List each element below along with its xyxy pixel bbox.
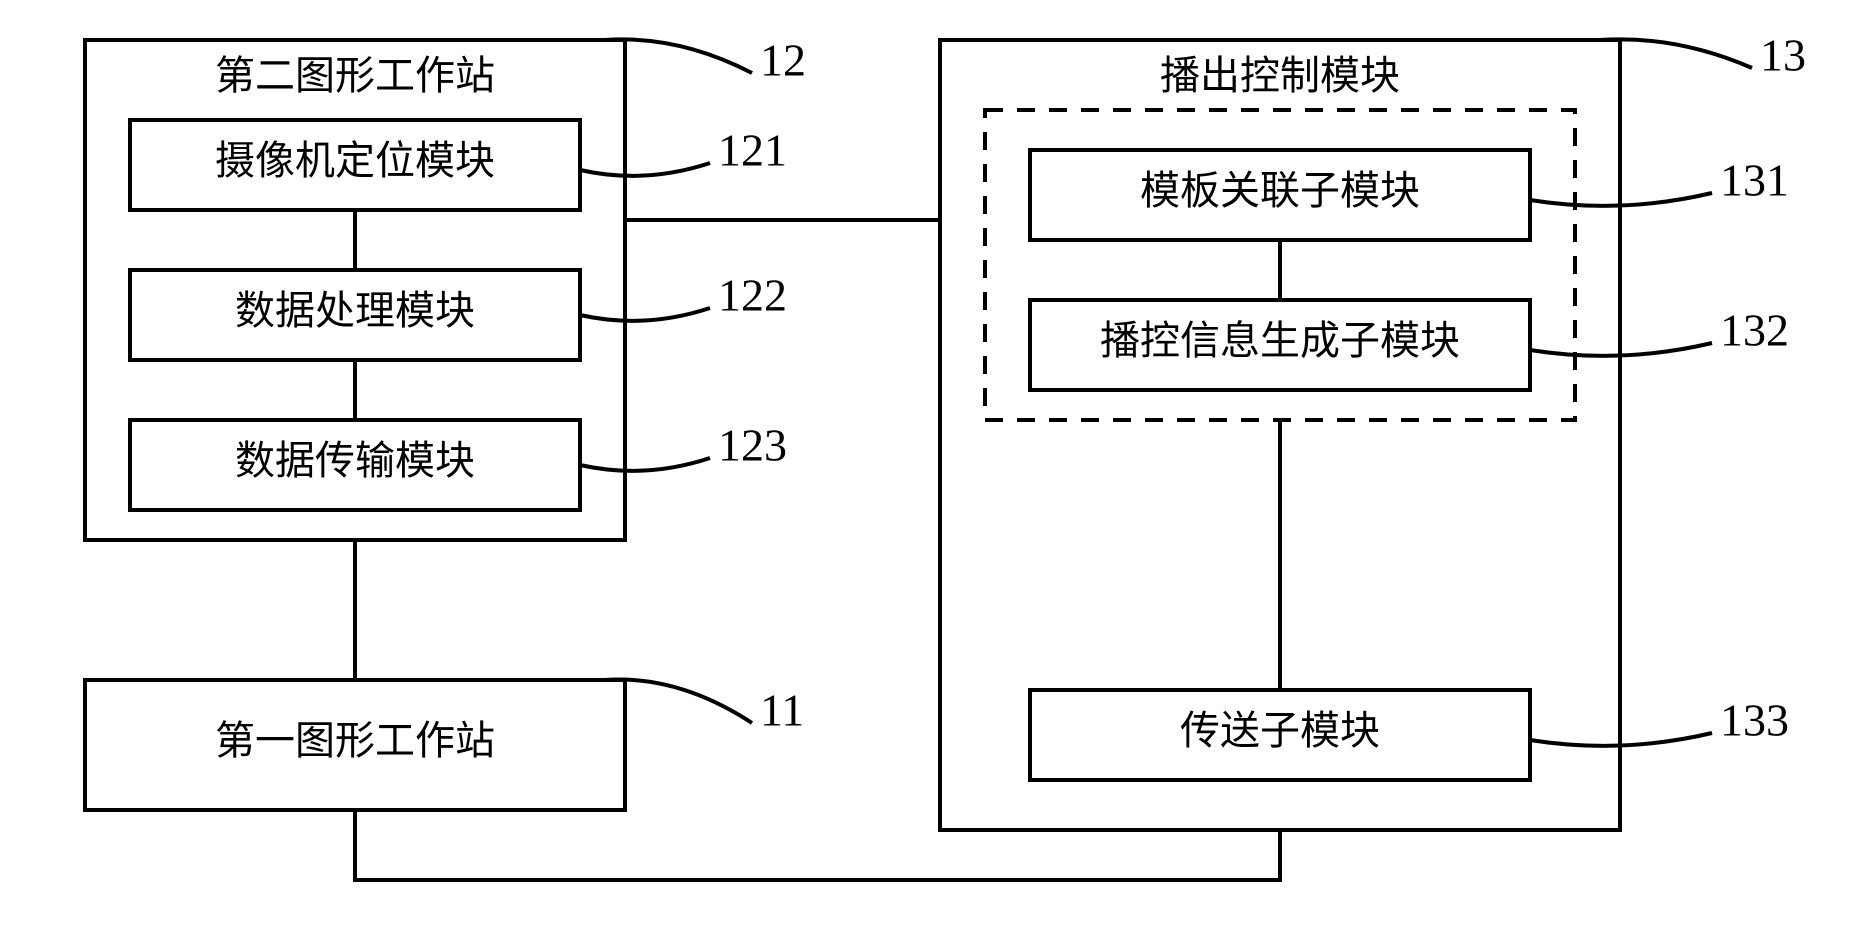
box-label-b131: 模板关联子模块 — [1140, 168, 1420, 213]
ref-label-l123: 123 — [718, 420, 787, 471]
ref-label-l11: 11 — [760, 685, 804, 736]
leader-l122 — [580, 308, 710, 321]
box-label-b133: 传送子模块 — [1180, 708, 1380, 753]
box-label-b122: 数据处理模块 — [235, 288, 475, 333]
leader-l11 — [605, 680, 752, 723]
ref-label-l122: 122 — [718, 270, 787, 321]
leader-l12 — [605, 39, 752, 73]
box-label-b132: 播控信息生成子模块 — [1100, 318, 1460, 363]
box-label-b12: 第二图形工作站 — [215, 53, 495, 98]
ref-label-l132: 132 — [1720, 305, 1789, 356]
ref-label-l131: 131 — [1720, 155, 1789, 206]
box-label-b11: 第一图形工作站 — [215, 718, 495, 763]
ref-label-l13: 13 — [1760, 30, 1806, 81]
box-label-b121: 摄像机定位模块 — [215, 138, 495, 183]
leader-l121 — [580, 163, 710, 176]
box-label-b13: 播出控制模块 — [1160, 53, 1400, 98]
connector — [355, 810, 1280, 880]
leader-l13 — [1600, 39, 1752, 68]
leader-l123 — [580, 458, 710, 471]
ref-label-l12: 12 — [760, 35, 806, 86]
box-label-b123: 数据传输模块 — [235, 438, 475, 483]
ref-label-l121: 121 — [718, 125, 787, 176]
ref-label-l133: 133 — [1720, 695, 1789, 746]
